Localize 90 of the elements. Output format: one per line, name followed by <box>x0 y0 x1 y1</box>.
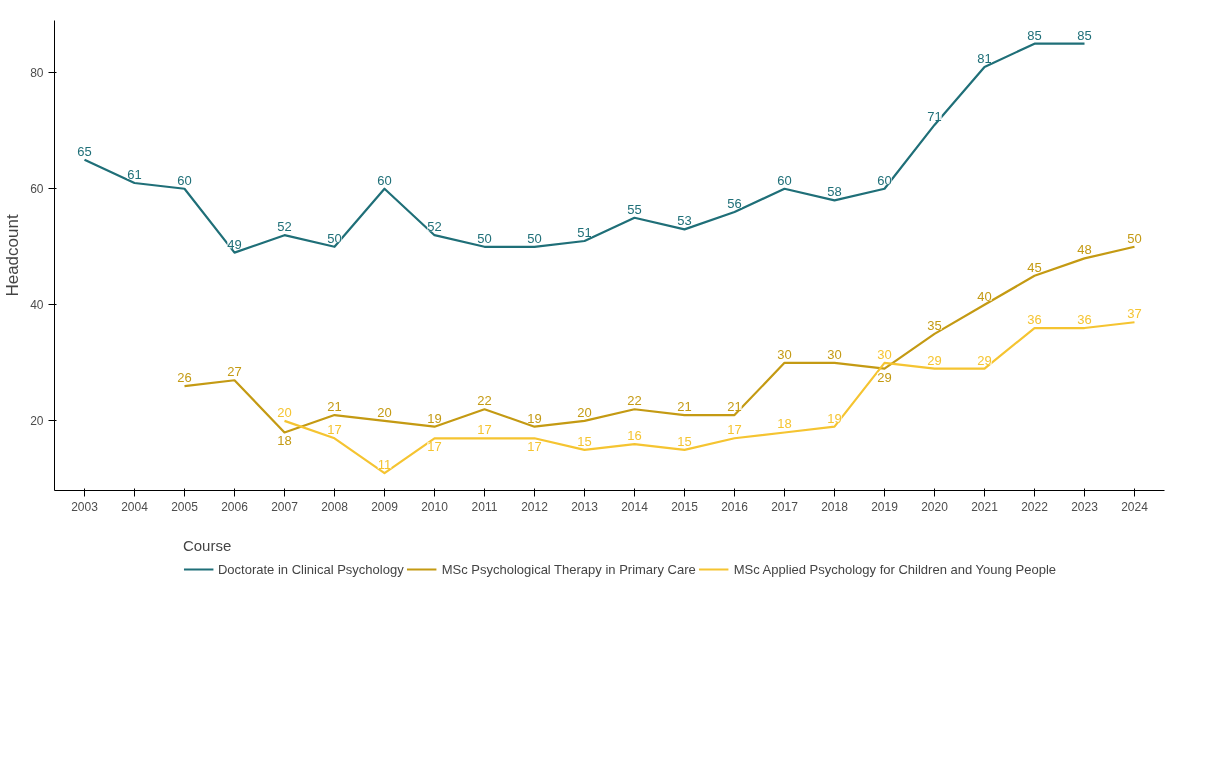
y-tick-label: 20 <box>30 414 44 429</box>
y-tick-label: 80 <box>30 66 44 81</box>
data-label: 17 <box>327 422 342 438</box>
data-label: 65 <box>77 143 92 159</box>
data-label: 55 <box>627 201 642 217</box>
data-label: 17 <box>477 422 492 438</box>
data-label: 26 <box>177 370 192 386</box>
x-tick-label: 2006 <box>221 499 249 514</box>
data-label: 50 <box>327 230 342 246</box>
data-label: 11 <box>377 457 392 473</box>
y-axis-title: Headcount <box>3 214 23 297</box>
data-label: 27 <box>227 364 242 380</box>
data-label: 22 <box>477 393 492 409</box>
data-label: 15 <box>677 433 692 449</box>
data-label: 50 <box>527 230 542 246</box>
legend-label: MSc Applied Psychology for Children and Young People <box>733 561 1057 577</box>
data-label: 21 <box>327 399 342 415</box>
legend-label: MSc Psychological Therapy in Primary Care <box>441 561 696 577</box>
x-tick-label: 2024 <box>1121 499 1149 514</box>
data-label: 17 <box>527 439 542 455</box>
data-label: 36 <box>1077 312 1092 328</box>
data-label: 17 <box>727 422 742 438</box>
data-label: 60 <box>777 172 792 188</box>
data-label: 19 <box>527 410 542 426</box>
data-label: 29 <box>877 369 892 385</box>
data-label: 60 <box>877 172 892 188</box>
x-tick-label: 2008 <box>321 499 349 514</box>
data-label: 30 <box>877 346 892 362</box>
data-label: 16 <box>627 428 642 444</box>
data-label: 49 <box>227 236 242 252</box>
x-tick-label: 2018 <box>821 499 849 514</box>
data-label: 36 <box>1027 312 1042 328</box>
data-label: 50 <box>477 230 492 246</box>
x-tick-label: 2021 <box>971 499 999 514</box>
x-tick-label: 2004 <box>121 499 149 514</box>
data-label: 30 <box>777 346 792 362</box>
x-tick-label: 2005 <box>171 499 199 514</box>
x-tick-label: 2016 <box>721 499 749 514</box>
data-label: 52 <box>277 219 292 235</box>
legend-title: Course <box>182 537 233 554</box>
data-label: 56 <box>727 195 742 211</box>
data-label: 17 <box>427 439 442 455</box>
x-tick-label: 2017 <box>771 499 799 514</box>
data-label: 50 <box>1127 230 1142 246</box>
data-label: 15 <box>577 433 592 449</box>
data-label: 53 <box>677 213 692 229</box>
data-label: 85 <box>1077 27 1092 43</box>
x-tick-label: 2011 <box>471 499 498 514</box>
x-tick-label: 2022 <box>1021 499 1049 514</box>
data-label: 48 <box>1077 242 1092 258</box>
data-label: 60 <box>377 172 392 188</box>
y-tick-label: 40 <box>30 298 44 313</box>
data-label: 81 <box>977 50 992 66</box>
data-label: 18 <box>777 416 792 432</box>
data-label: 29 <box>927 352 942 368</box>
data-label: 35 <box>927 317 942 333</box>
data-label: 21 <box>677 399 692 415</box>
x-tick-label: 2010 <box>421 499 449 514</box>
data-label: 29 <box>977 352 992 368</box>
data-label: 19 <box>827 410 842 426</box>
data-label: 20 <box>377 404 392 420</box>
legend-label: Doctorate in Clinical Psychology <box>217 561 404 577</box>
data-label: 60 <box>177 172 192 188</box>
data-label: 20 <box>277 404 292 420</box>
x-tick-label: 2014 <box>621 499 649 514</box>
data-label: 85 <box>1027 27 1042 43</box>
x-tick-label: 2003 <box>71 499 99 514</box>
data-label: 71 <box>927 108 942 124</box>
data-label: 30 <box>827 346 842 362</box>
data-label: 18 <box>277 433 292 449</box>
x-tick-label: 2015 <box>671 499 699 514</box>
x-tick-label: 2023 <box>1071 499 1099 514</box>
x-tick-label: 2019 <box>871 499 899 514</box>
x-tick-label: 2012 <box>521 499 549 514</box>
data-label: 21 <box>727 399 742 415</box>
data-label: 61 <box>127 166 142 182</box>
data-label: 19 <box>427 410 442 426</box>
data-label: 45 <box>1027 259 1042 275</box>
x-tick-label: 2013 <box>571 499 599 514</box>
x-tick-label: 2009 <box>371 499 399 514</box>
data-label: 58 <box>827 184 842 200</box>
data-label: 22 <box>627 393 642 409</box>
data-label: 37 <box>1127 306 1142 322</box>
y-tick-label: 60 <box>30 182 44 197</box>
data-label: 52 <box>427 219 442 235</box>
x-tick-label: 2020 <box>921 499 949 514</box>
data-label: 51 <box>577 224 592 240</box>
data-label: 40 <box>977 288 992 304</box>
data-label: 20 <box>577 404 592 420</box>
x-tick-label: 2007 <box>271 499 299 514</box>
